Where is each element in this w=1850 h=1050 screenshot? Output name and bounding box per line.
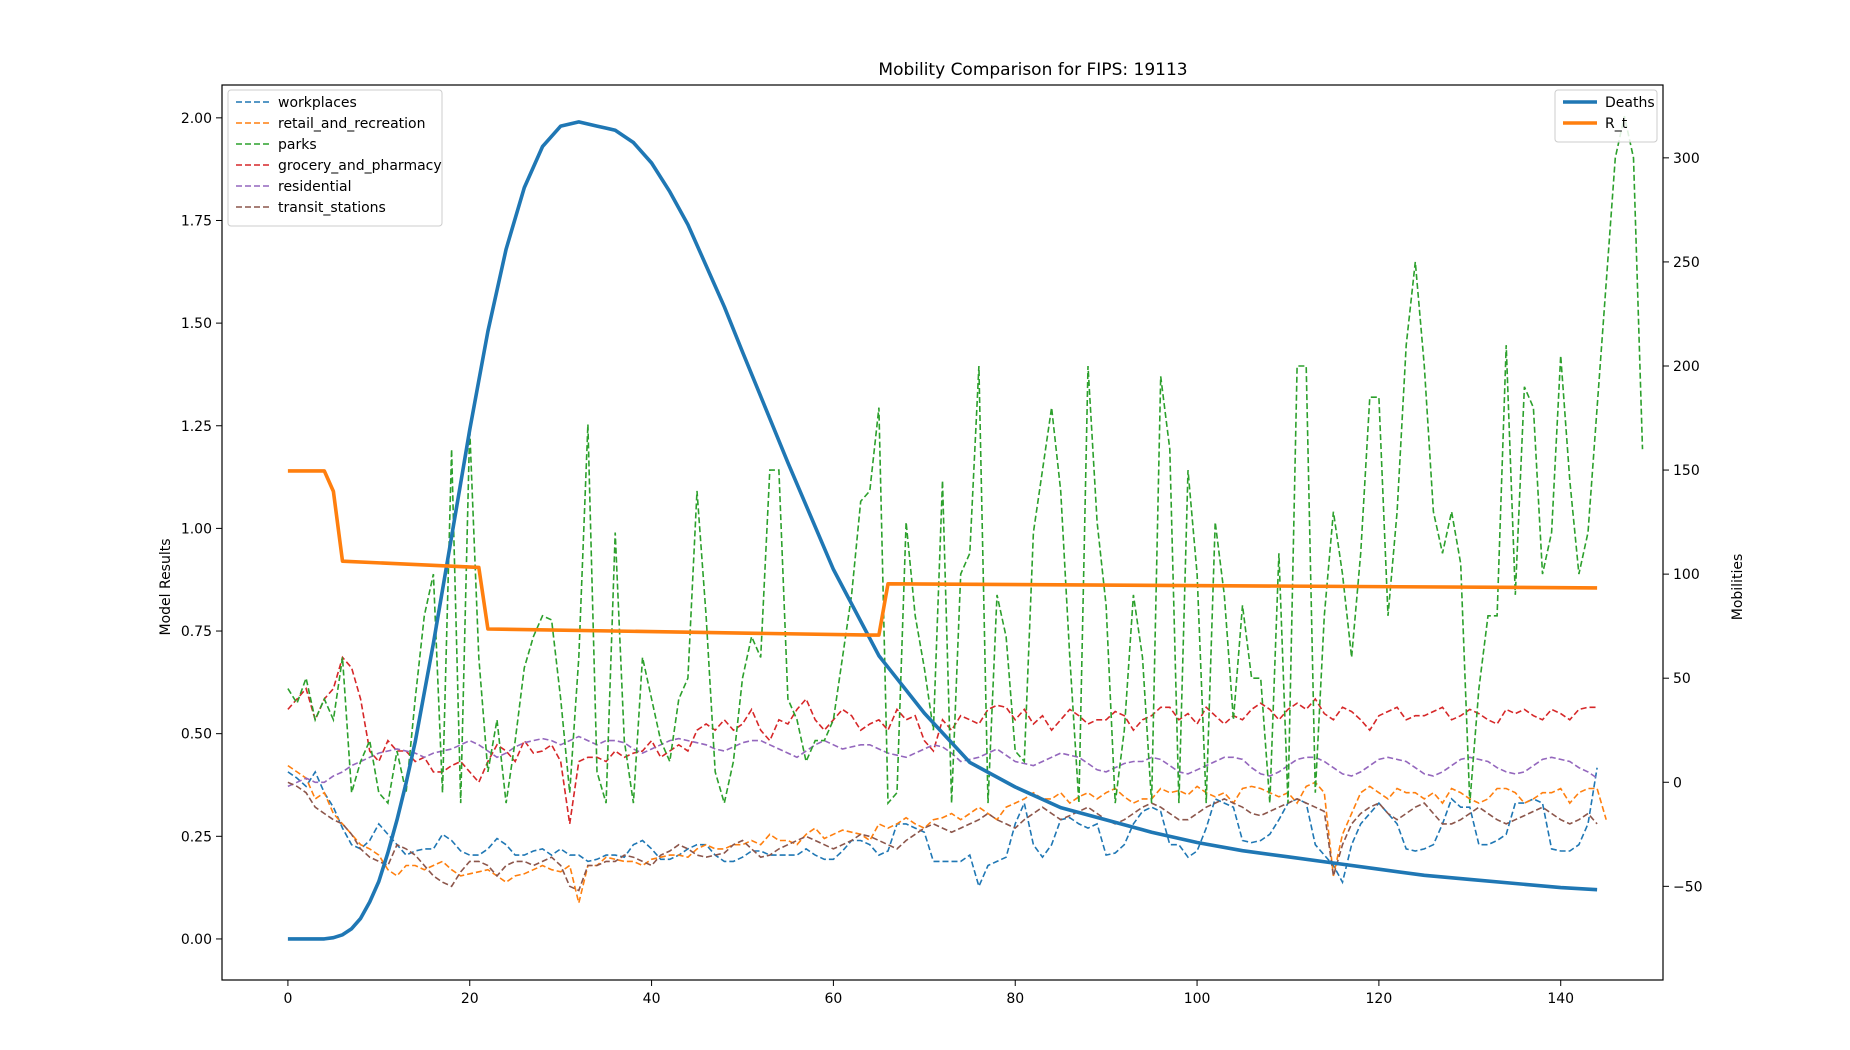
x-tick-label: 60 <box>824 991 842 1007</box>
legend-label-workplaces: workplaces <box>278 95 357 111</box>
series-line-grocery-and-pharmacy <box>287 655 1598 825</box>
y-left-tick-label: 1.25 <box>181 419 212 435</box>
plot-frame <box>221 84 1664 981</box>
y-left-tick-label: 1.00 <box>181 521 212 537</box>
legend-label-residential: residential <box>278 179 351 195</box>
plot-area: 0 20 40 60 80 100 120 140 0.00 0.25 0.50 0.75 1.00 1.… <box>181 84 1703 1007</box>
chart-title: Mobility Comparison for FIPS: 19113 <box>878 60 1187 80</box>
series-line-workplaces <box>287 767 1598 889</box>
y-left-tick-label: 0.50 <box>181 727 212 743</box>
legend-label-grocery-and-pharmacy: grocery_and_pharmacy <box>278 158 442 174</box>
y-right-tick-label: 0 <box>1673 775 1682 791</box>
legend-model-results: Deaths R_t <box>1554 89 1658 143</box>
x-tick-label: 20 <box>461 991 479 1007</box>
x-tick-label: 80 <box>1006 991 1024 1007</box>
y-left-tick-label: 1.75 <box>181 213 212 229</box>
y-left-tick-label: 2.00 <box>181 111 212 127</box>
legend-label-deaths: Deaths <box>1605 95 1655 111</box>
series-line-residential <box>287 735 1598 788</box>
series-line-parks <box>287 116 1644 806</box>
series-line-deaths <box>287 120 1598 941</box>
legend-label-r-t: R_t <box>1605 116 1628 132</box>
legend-label-retail-and-recreation: retail_and_recreation <box>278 116 425 132</box>
legend-mobilities-box <box>227 89 443 227</box>
y-axis-right-label: Mobilities <box>1730 554 1746 621</box>
y-right-tick-label: 100 <box>1673 567 1700 583</box>
y-axis-left-label: Model Results <box>158 538 174 635</box>
y-right-tick-label: 250 <box>1673 255 1700 271</box>
x-tick-label: 40 <box>643 991 661 1007</box>
y-left-tick-label: 0.75 <box>181 624 212 640</box>
y-right-tick-label: 150 <box>1673 463 1700 479</box>
x-tick-label: 0 <box>283 991 292 1007</box>
y-left-tick-label: 1.50 <box>181 316 212 332</box>
x-tick-label: 140 <box>1547 991 1574 1007</box>
series-line-transit-stations <box>287 781 1598 892</box>
y-right-tick-label: 50 <box>1673 671 1691 687</box>
y-right-tick-label: 300 <box>1673 151 1700 167</box>
x-tick-label: 100 <box>1184 991 1211 1007</box>
series-line-retail-and-recreation <box>287 764 1607 904</box>
legend-label-parks: parks <box>278 137 317 153</box>
y-right-tick-label: −50 <box>1673 879 1703 895</box>
x-tick-label: 120 <box>1366 991 1393 1007</box>
legend-label-transit-stations: transit_stations <box>278 200 386 216</box>
y-left-tick-label: 0.00 <box>181 932 212 948</box>
y-right-tick-label: 200 <box>1673 359 1700 375</box>
y-left-tick-label: 0.25 <box>181 829 212 845</box>
series-line-r-t <box>287 469 1598 637</box>
